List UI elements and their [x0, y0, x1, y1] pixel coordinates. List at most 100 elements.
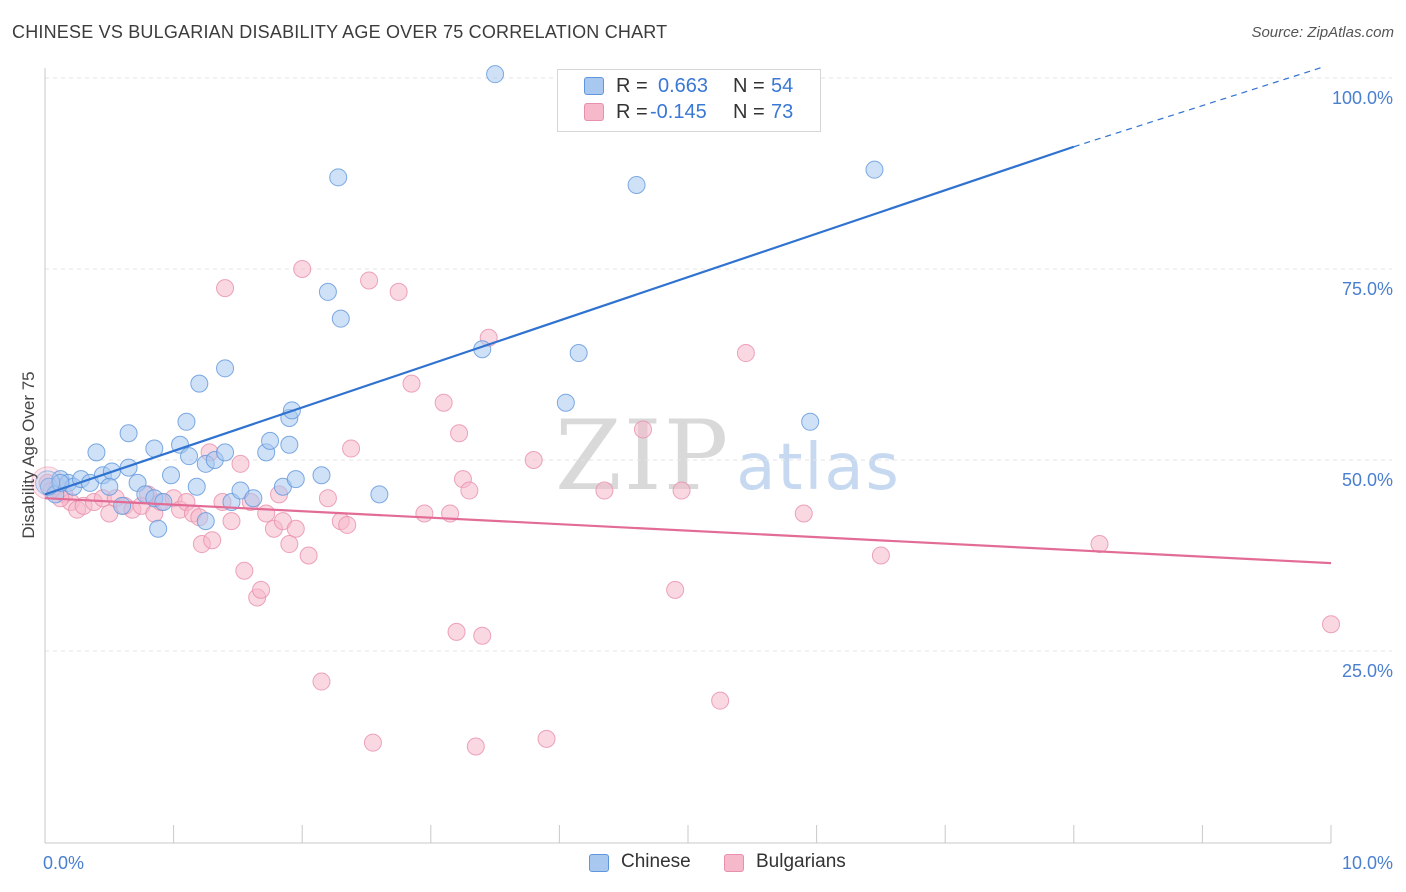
bulgarians-point — [299, 546, 318, 565]
chinese-point — [627, 175, 646, 194]
chinese-point — [180, 447, 199, 466]
bulgarians-point — [342, 439, 361, 458]
chinese-point — [216, 443, 235, 462]
bulgarians-point — [460, 481, 479, 500]
chinese-point — [177, 412, 196, 431]
bulgarians-point — [216, 279, 235, 298]
chinese-point — [801, 412, 820, 431]
bulgarians-point — [450, 424, 469, 443]
chinese-point — [318, 282, 337, 301]
legend-label-chinese: Chinese — [621, 851, 691, 872]
chinese-point — [87, 443, 106, 462]
chinese-point — [286, 470, 305, 489]
legend-swatch-chinese — [584, 77, 604, 95]
chinese-point — [190, 374, 209, 393]
chinese-point — [162, 466, 181, 485]
chinese-point — [486, 65, 505, 84]
bulgarians-trendline — [44, 497, 1332, 565]
y-tick-label: 100.0% — [1332, 88, 1393, 108]
bulgarians-point — [257, 504, 276, 523]
chinese-point — [280, 435, 299, 454]
bulgarians-point — [1322, 615, 1340, 634]
bulgarians-point — [473, 626, 492, 645]
chinese-point — [216, 359, 235, 378]
legend-r-value: -0.145 — [650, 101, 707, 123]
bulgarians-point — [447, 622, 466, 641]
legend-r-label: R = — [616, 75, 648, 97]
chinese-point — [149, 519, 168, 538]
y-tick-label: 75.0% — [1342, 279, 1393, 299]
bulgarians-point — [222, 512, 241, 531]
chinese-trendline — [44, 145, 1075, 496]
bulgarians-point — [871, 546, 890, 565]
chinese-points — [35, 65, 884, 538]
bulgarians-point — [633, 420, 652, 439]
bulgarians-point — [203, 531, 222, 550]
legend-n-value: 54 — [771, 75, 794, 97]
bulgarians-point — [252, 580, 271, 599]
bulgarians-point — [736, 344, 755, 363]
legend-r-value: 0.663 — [658, 75, 709, 97]
bulgarians-point — [389, 282, 408, 301]
bulgarians-point — [286, 519, 305, 538]
bulgarians-point — [280, 535, 299, 554]
bulgarians-point — [794, 504, 813, 523]
legend-label-bulgarians: Bulgarians — [756, 851, 846, 872]
bulgarians-point — [231, 454, 250, 473]
y-tick-label: 50.0% — [1342, 470, 1393, 490]
bulgarians-point — [666, 580, 685, 599]
chinese-point — [329, 168, 348, 187]
bulgarians-point — [318, 489, 337, 508]
y-axis-label: Disability Age Over 75 — [19, 371, 38, 538]
correlation-legend: R = 0.663 N = 54 R = -0.145 N = 73 — [557, 69, 821, 132]
bulgarians-point — [672, 481, 691, 500]
chinese-point — [244, 489, 263, 508]
chart-title: CHINESE VS BULGARIAN DISABILITY AGE OVER… — [12, 22, 668, 42]
chinese-point — [119, 424, 138, 443]
x-tick-label: 10.0% — [1342, 853, 1393, 873]
bulgarians-point — [711, 691, 730, 710]
bulgarians-point — [363, 733, 382, 752]
legend-swatch-chinese — [589, 854, 609, 872]
bulgarians-point — [466, 737, 485, 756]
x-tick-label: 0.0% — [43, 853, 84, 873]
chinese-point — [370, 485, 389, 504]
chinese-point — [331, 309, 350, 328]
bulgarians-point — [434, 393, 453, 412]
legend-swatch-bulgarians — [584, 103, 604, 121]
legend-n-label: N = — [733, 75, 765, 97]
chinese-point — [154, 493, 173, 512]
bulgarians-point — [1090, 535, 1109, 554]
chinese-point — [113, 496, 132, 515]
trend-lines — [44, 65, 1332, 565]
watermark: ZIPatlas — [555, 400, 901, 512]
watermark-atlas: atlas — [736, 431, 901, 505]
chinese-point — [119, 458, 138, 477]
bulgarians-point — [402, 374, 421, 393]
chinese-point — [569, 344, 588, 363]
bulgarians-point — [293, 260, 312, 278]
bulgarians-point — [235, 561, 254, 580]
y-tick-label: 25.0% — [1342, 661, 1393, 681]
bulgarians-point — [360, 271, 379, 290]
legend-swatch-bulgarians — [724, 854, 744, 872]
bulgarians-point — [312, 672, 331, 691]
legend-r-label: R = — [616, 101, 648, 123]
bulgarians-point — [537, 729, 556, 748]
bulgarians-point — [524, 451, 543, 469]
source-label: Source: ZipAtlas.com — [1251, 24, 1394, 41]
chinese-point — [865, 160, 884, 179]
bulgarians-point — [415, 504, 434, 523]
tick-labels: 25.0% 50.0% 75.0% 100.0% 0.0% 10.0% — [43, 88, 1393, 873]
chinese-point — [187, 477, 206, 496]
legend-n-value: 73 — [771, 101, 794, 123]
chinese-cluster-point — [35, 470, 61, 496]
bulgarians-point — [595, 481, 614, 500]
watermark-zip: ZIP — [555, 400, 731, 512]
chinese-point — [100, 477, 119, 496]
axes — [44, 68, 1332, 844]
chinese-trendline-extension — [1073, 65, 1325, 148]
chinese-point — [261, 431, 280, 450]
bulgarians-point — [338, 515, 357, 534]
